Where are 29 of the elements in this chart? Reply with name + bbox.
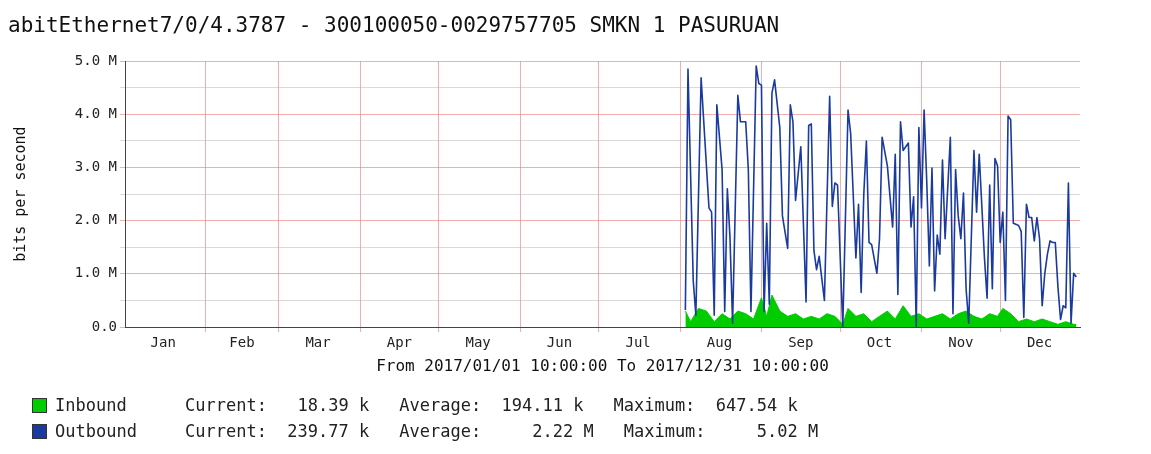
x-tick-label: Nov [948, 334, 974, 351]
x-tick-label: Jan [150, 334, 176, 351]
text: Average: 2.22 M [399, 421, 594, 441]
x-tick-label: Dec [1026, 334, 1053, 351]
y-tick-label: 3.0 M [74, 158, 117, 175]
x-tick-label: Jul [625, 334, 651, 351]
text: Current: 18.39 k [185, 395, 370, 415]
text: Maximum: 647.54 k [613, 395, 798, 415]
x-tick-label: Sep [788, 334, 814, 351]
x-tick-label: Mar [305, 334, 331, 351]
legend-label: Outbound [55, 421, 138, 441]
legend-label: Inbound [55, 395, 128, 415]
y-tick-label: 4.0 M [74, 105, 117, 121]
x-tick-label: Oct [866, 334, 893, 351]
text: Current: 239.77 k [185, 421, 370, 441]
text: Maximum: 5.02 M [623, 421, 819, 441]
x-tick-label: May [465, 334, 491, 351]
x-tick-label: Jun [546, 334, 573, 351]
text: Average: 194.11 k [399, 395, 584, 415]
y-tick-label: 5.0 M [74, 51, 117, 68]
x-tick-label: Feb [229, 334, 255, 351]
y-tick-label: 2.0 M [74, 211, 117, 228]
y-axis-title: bits per second [10, 126, 29, 262]
x-tick-label: Aug [706, 334, 733, 351]
x-tick-label: Apr [386, 334, 413, 351]
y-tick-label: 0.0 [91, 317, 117, 334]
x-axis-title: From 2017/01/01 10:00:00 To 2017/12/31 10:00:00 [376, 355, 829, 375]
y-tick-label: 1.0 M [74, 264, 117, 281]
chart-title: abitEthernet7/0/4.3787 - 300100050-0029757705 SMKN 1 PASURUAN [8, 13, 780, 38]
